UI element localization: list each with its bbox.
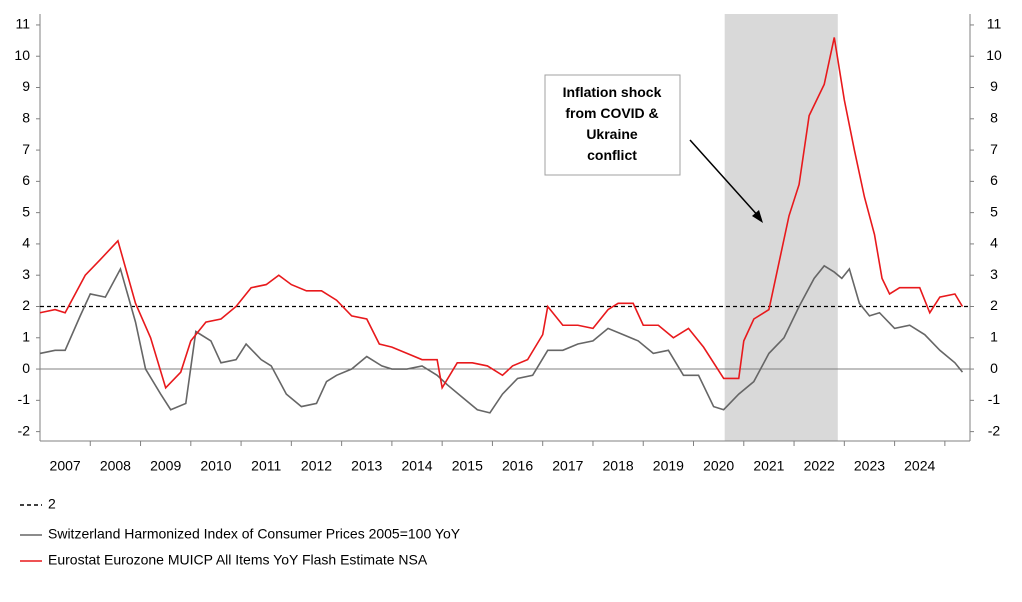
y-tick-label: 6	[22, 172, 30, 188]
y-tick-label: 5	[22, 203, 30, 219]
x-tick-label: 2018	[603, 458, 634, 474]
y2-tick-label: 9	[990, 78, 998, 94]
x-tick-label: 2007	[50, 458, 81, 474]
y-tick-label: 7	[22, 141, 30, 157]
x-tick-label: 2022	[804, 458, 835, 474]
series-line	[39, 264, 964, 414]
legend-label: 2	[48, 496, 56, 512]
x-tick-label: 2021	[753, 458, 784, 474]
x-tick-label: 2017	[552, 458, 583, 474]
annotation-arrow	[689, 139, 761, 219]
series-line	[39, 37, 964, 391]
y2-tick-label: 10	[986, 47, 1002, 63]
y2-tick-label: 2	[990, 297, 998, 313]
y2-tick-label: 6	[990, 172, 998, 188]
y-tick-label: 9	[22, 78, 30, 94]
annotation-box	[544, 74, 681, 176]
y2-tick-label: 0	[990, 360, 998, 376]
annotation: Inflation shock from COVID & Ukraine confli…	[563, 84, 662, 163]
x-tick-label: 2012	[301, 458, 332, 474]
y2-tick-label: 4	[990, 235, 998, 251]
y-tick-label: 10	[14, 47, 30, 63]
y2-tick-label: -2	[988, 422, 1001, 438]
x-tick-label: 2013	[351, 458, 382, 474]
x-tick-label: 2010	[200, 458, 231, 474]
y-tick-label: -1	[18, 391, 31, 407]
shaded-period	[724, 14, 838, 441]
y2-tick-label: 8	[990, 109, 998, 125]
arrow-head	[752, 210, 763, 223]
x-tick-label: 2008	[100, 458, 131, 474]
x-tick-label: 2011	[251, 458, 281, 474]
y2-tick-label: -1	[988, 391, 1001, 407]
x-tick-label: 2020	[703, 458, 734, 474]
x-tick-label: 2009	[150, 458, 181, 474]
x-tick-label: 2019	[653, 458, 684, 474]
y2-tick-label: 11	[987, 16, 1002, 32]
y-tick-label: -2	[18, 422, 31, 438]
x-tick-label: 2016	[502, 458, 533, 474]
y-tick-label: 4	[22, 235, 30, 251]
x-tick-label: 2023	[854, 458, 885, 474]
y-tick-label: 11	[15, 16, 30, 32]
y-tick-label: 1	[22, 328, 30, 344]
y-tick-label: 2	[22, 297, 30, 313]
y2-tick-label: 1	[990, 328, 998, 344]
y2-tick-label: 5	[990, 203, 998, 219]
y2-tick-label: 3	[990, 266, 998, 282]
x-tick-label: 2024	[904, 458, 935, 474]
legend-label: Switzerland Harmonized Index of Consumer…	[48, 526, 461, 542]
legend-label: Eurostat Eurozone MUICP All Items YoY Fl…	[48, 552, 428, 568]
y-tick-label: 8	[22, 109, 30, 125]
y-tick-label: 0	[22, 360, 30, 376]
y2-tick-label: 7	[990, 141, 998, 157]
x-tick-label: 2014	[401, 458, 432, 474]
y-tick-label: 3	[22, 266, 30, 282]
x-tick-label: 2015	[452, 458, 483, 474]
